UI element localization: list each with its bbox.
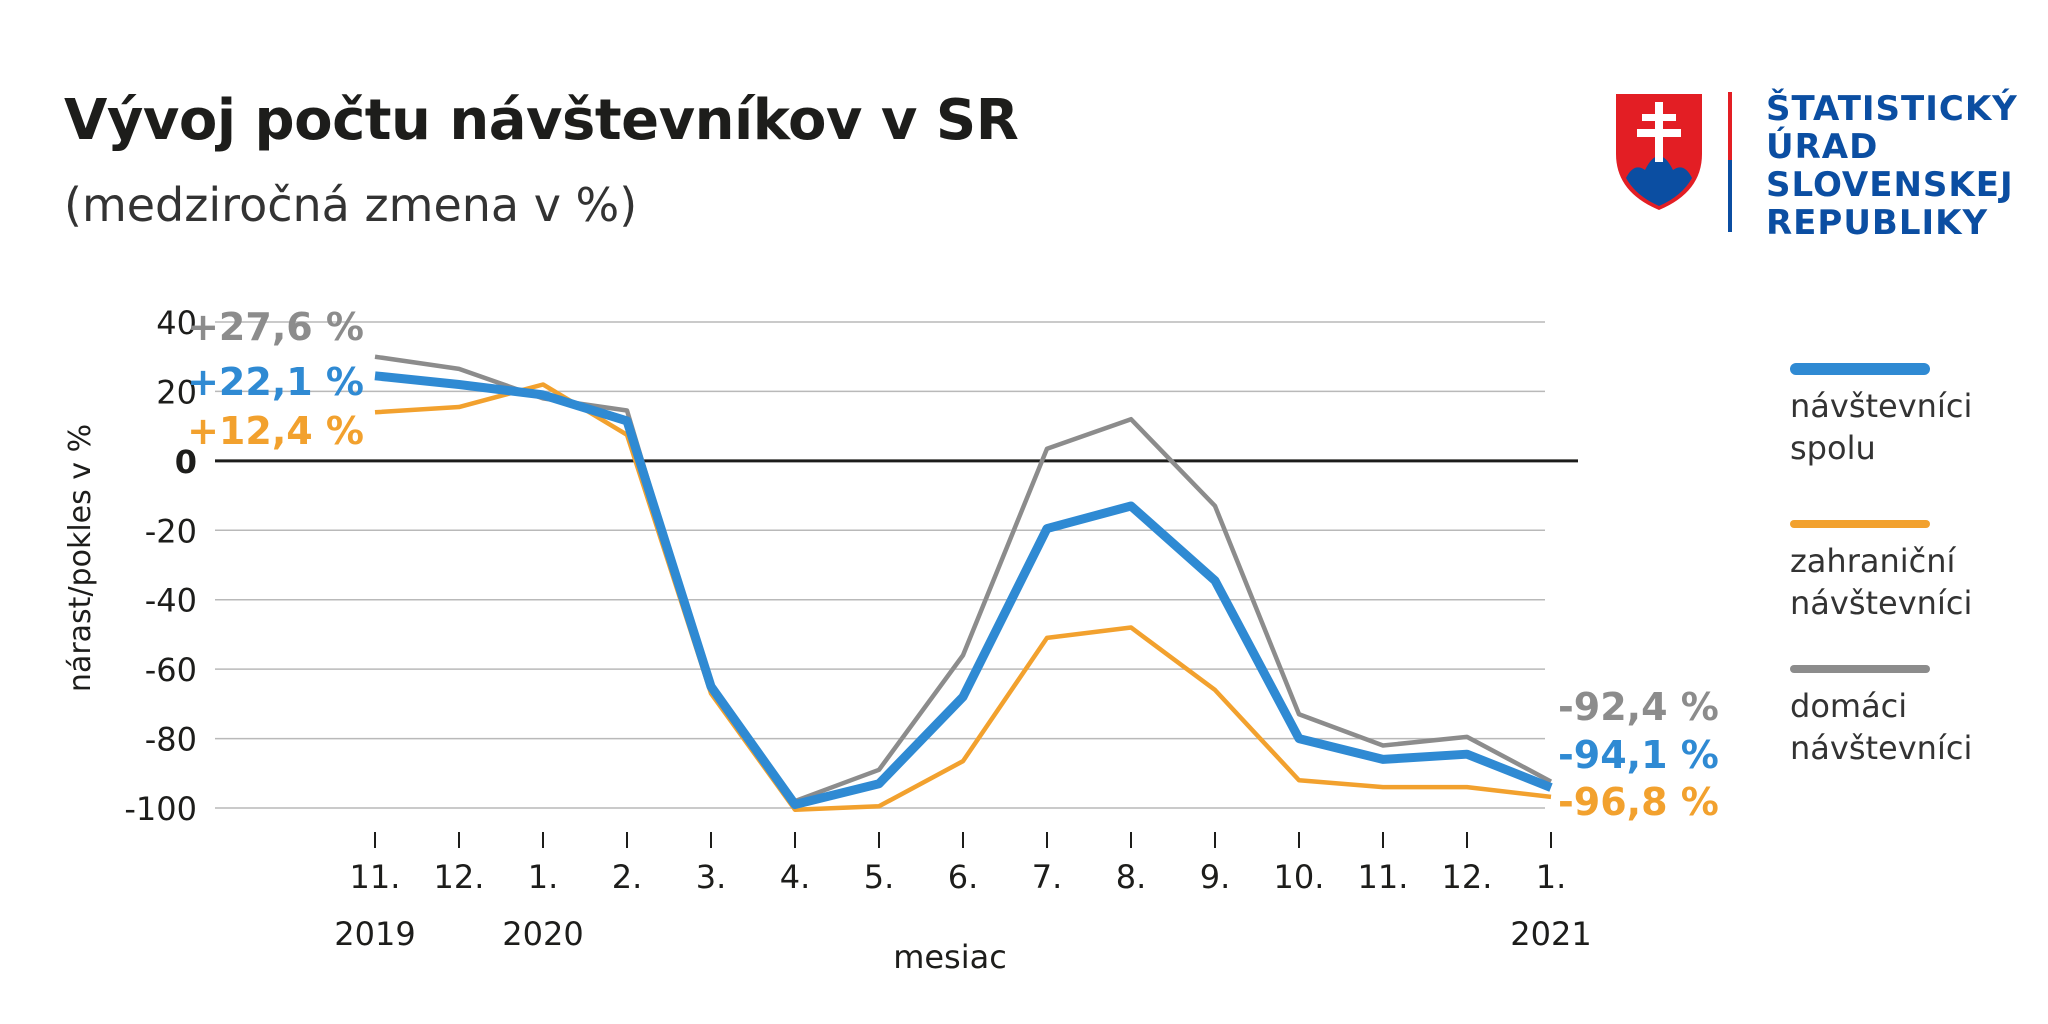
slovak-coat-of-arms-icon [1616, 94, 1702, 210]
axis-layer: 40 20 0 -20 -40 -60 -80 -100 11. 12. 1. 2. 3. 4. 5. 6. 7… [63, 304, 1592, 976]
x-tick-label: 3. [696, 858, 727, 896]
y-axis-label: nárast/pokles v % [63, 424, 98, 692]
series-line-domestic [374, 354, 1553, 804]
series-line-foreign [374, 382, 1552, 812]
label-layer: +27,6 % +22,1 % +12,4 % -92,4 %-94,1 %-96,8… [187, 305, 1719, 824]
x-tick-label: 2. [612, 858, 643, 896]
y-tick-label: -20 [145, 512, 197, 550]
legend-label-total-1: návštevníci [1790, 387, 1973, 425]
x-tick-label: 6. [948, 858, 979, 896]
legend-label-domestic-2: návštevníci [1790, 729, 1973, 767]
x-tick-label: 4. [780, 858, 811, 896]
x-tick-label: 11. [1358, 858, 1409, 896]
year-label: 2019 [334, 915, 415, 953]
x-tick-label: 5. [864, 858, 895, 896]
start-label-domestic: +27,6 % [187, 305, 364, 349]
x-tick-label: 12. [434, 858, 485, 896]
x-tick-label: 12. [1442, 858, 1493, 896]
x-tick-label: 10. [1274, 858, 1325, 896]
legend-swatch-total [1790, 363, 1930, 375]
x-tick-label: 11. [350, 858, 401, 896]
org-line-2: ÚRAD [1766, 127, 1879, 167]
x-tick-label: 7. [1032, 858, 1063, 896]
logo-divider-red [1728, 92, 1732, 160]
legend-label-foreign-2: návštevníci [1790, 584, 1973, 622]
series-layer [374, 354, 1553, 812]
y-tick-label: -40 [145, 582, 197, 620]
start-label-foreign: +12,4 % [187, 409, 364, 453]
x-tick-label: 1. [528, 858, 559, 896]
series-line-total [374, 371, 1553, 810]
start-label-total: +22,1 % [187, 360, 364, 404]
org-line-3: SLOVENSKEJ [1766, 165, 2014, 205]
y-tick-label: 20 [156, 373, 197, 411]
x-axis-label: mesiac [893, 938, 1007, 976]
x-tick-label: 1. [1536, 858, 1567, 896]
y-tick-label: -80 [145, 721, 197, 759]
org-line-4: REPUBLIKY [1766, 203, 1989, 243]
logo-divider-blue [1728, 160, 1732, 232]
legend-label-total-2: spolu [1790, 429, 1876, 467]
end-label-foreign: -96,8 % [1558, 780, 1719, 824]
grid-layer [215, 321, 1578, 809]
org-line-1: ŠTATISTICKÝ [1766, 89, 2018, 129]
year-label: 2021 [1510, 915, 1591, 953]
chart-title: Vývoj počtu návštevníkov v SR [64, 88, 1019, 153]
logo [1616, 92, 1732, 232]
x-tick-label: 9. [1200, 858, 1231, 896]
legend-swatch-foreign [1790, 520, 1930, 528]
y-tick-label: -100 [124, 790, 197, 828]
x-tick-label: 8. [1116, 858, 1147, 896]
organization-name: ŠTATISTICKÝ ÚRAD SLOVENSKEJ REPUBLIKY [1766, 90, 2018, 242]
legend-swatch-domestic [1790, 665, 1930, 673]
chart-subtitle: (medziročná zmena v %) [64, 178, 638, 232]
y-tick-label: 40 [156, 304, 197, 342]
legend-label-foreign-1: zahraniční [1790, 542, 1956, 580]
year-label: 2020 [502, 915, 583, 953]
legend-label-domestic-1: domáci [1790, 687, 1908, 725]
end-label-domestic: -92,4 % [1558, 685, 1719, 729]
y-tick-label: -60 [145, 651, 197, 689]
y-tick-label: 0 [175, 443, 197, 481]
end-label-total: -94,1 % [1558, 733, 1719, 777]
